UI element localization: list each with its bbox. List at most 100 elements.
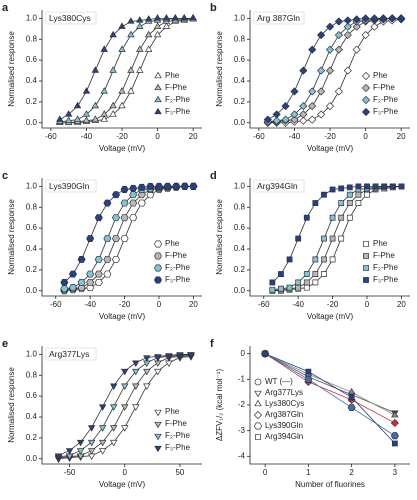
- y-tick-label: 0.4: [26, 244, 38, 253]
- legend-marker: [153, 252, 163, 260]
- y-tick-label: -1: [238, 374, 246, 383]
- marker: [129, 214, 138, 222]
- annotation-box: [253, 11, 305, 25]
- x-tick-label: 0: [123, 468, 128, 477]
- marker: [76, 439, 85, 447]
- marker: [278, 285, 284, 292]
- x-tick-label: -40: [289, 132, 301, 141]
- legend-marker: [361, 95, 371, 105]
- axis-line: [41, 346, 202, 465]
- x-axis-label: Voltage (mV): [99, 312, 146, 321]
- y-tick-label: 0.8: [26, 202, 38, 211]
- marker: [308, 87, 317, 96]
- marker: [54, 453, 63, 460]
- marker: [109, 66, 117, 73]
- marker: [103, 255, 112, 263]
- marker: [325, 101, 335, 111]
- series-line: [264, 353, 396, 424]
- legend-label: Arg377Lys: [265, 388, 303, 397]
- legend-label: F₃-Phe: [165, 275, 191, 284]
- marker: [303, 271, 310, 277]
- axis-line: [41, 178, 202, 297]
- marker: [94, 278, 103, 286]
- panel-letter: a: [2, 2, 9, 14]
- marker: [388, 14, 397, 23]
- legend-marker: [254, 399, 262, 407]
- x-tick-label: -40: [292, 300, 304, 309]
- legend-marker: [363, 241, 369, 247]
- legend-label: Arg394Gln: [265, 432, 303, 441]
- marker: [329, 186, 336, 193]
- marker: [312, 256, 319, 263]
- panel-letter: d: [210, 170, 217, 182]
- series-line: [272, 185, 402, 292]
- legend-label: F-Phe: [165, 251, 187, 260]
- legend-label: F₃-Phe: [373, 275, 399, 284]
- marker: [321, 271, 327, 277]
- x-tick-label: -20: [116, 132, 128, 141]
- x-tick-label: -60: [253, 132, 265, 141]
- marker: [82, 87, 91, 94]
- marker: [103, 270, 112, 278]
- marker: [127, 66, 135, 73]
- marker: [121, 404, 129, 411]
- marker: [109, 101, 117, 109]
- marker: [180, 182, 189, 190]
- marker: [154, 354, 162, 361]
- y-tick-label: 0.2: [26, 97, 38, 106]
- marker: [299, 101, 308, 111]
- marker: [118, 45, 126, 52]
- marker: [132, 368, 140, 376]
- panel-letter: b: [210, 2, 217, 14]
- marker: [262, 350, 269, 357]
- y-tick-label: -2: [238, 400, 246, 409]
- series-line: [267, 17, 402, 123]
- x-tick-label: -40: [81, 132, 93, 141]
- legend-marker: [154, 433, 162, 441]
- legend-label: WT (—): [265, 377, 293, 386]
- series-line: [264, 353, 396, 416]
- marker: [278, 271, 284, 277]
- marker: [176, 352, 184, 359]
- x-tick-label: 2: [349, 468, 354, 477]
- legend-marker: [254, 378, 262, 386]
- marker: [153, 30, 162, 38]
- marker: [87, 448, 96, 455]
- y-tick-label: 0.4: [26, 76, 38, 85]
- legend-marker: [255, 434, 261, 440]
- legend-marker: [253, 410, 263, 420]
- marker: [87, 439, 96, 447]
- series-line: [272, 185, 402, 291]
- y-tick-label: 0.2: [26, 265, 38, 274]
- x-tick-label: 0: [155, 132, 160, 141]
- marker: [370, 14, 379, 23]
- series-line: [64, 185, 194, 283]
- marker: [304, 375, 313, 383]
- marker: [312, 279, 319, 286]
- y-axis-label: Normalised response: [7, 199, 16, 275]
- legend-label: F-Phe: [165, 83, 187, 92]
- marker: [60, 278, 69, 286]
- y-tick-label: 0.6: [26, 55, 38, 64]
- marker: [272, 116, 281, 125]
- marker: [127, 87, 135, 94]
- y-tick-label: 0.8: [234, 202, 246, 211]
- annotation: Arg 387Gln: [257, 13, 300, 23]
- marker: [163, 182, 172, 190]
- x-tick-label: -60: [258, 300, 270, 309]
- marker: [154, 182, 163, 190]
- y-tick-label: 0.4: [234, 76, 246, 85]
- y-tick-label: 0.6: [26, 223, 38, 232]
- marker: [77, 278, 86, 286]
- marker: [82, 110, 91, 117]
- marker: [397, 14, 406, 23]
- marker: [111, 235, 120, 243]
- legend-label: Lys390Gln: [265, 421, 303, 430]
- legend-label: F-Phe: [373, 251, 395, 260]
- marker: [303, 279, 310, 286]
- marker: [100, 87, 108, 94]
- marker: [87, 425, 96, 432]
- marker: [98, 439, 107, 447]
- marker: [98, 448, 107, 455]
